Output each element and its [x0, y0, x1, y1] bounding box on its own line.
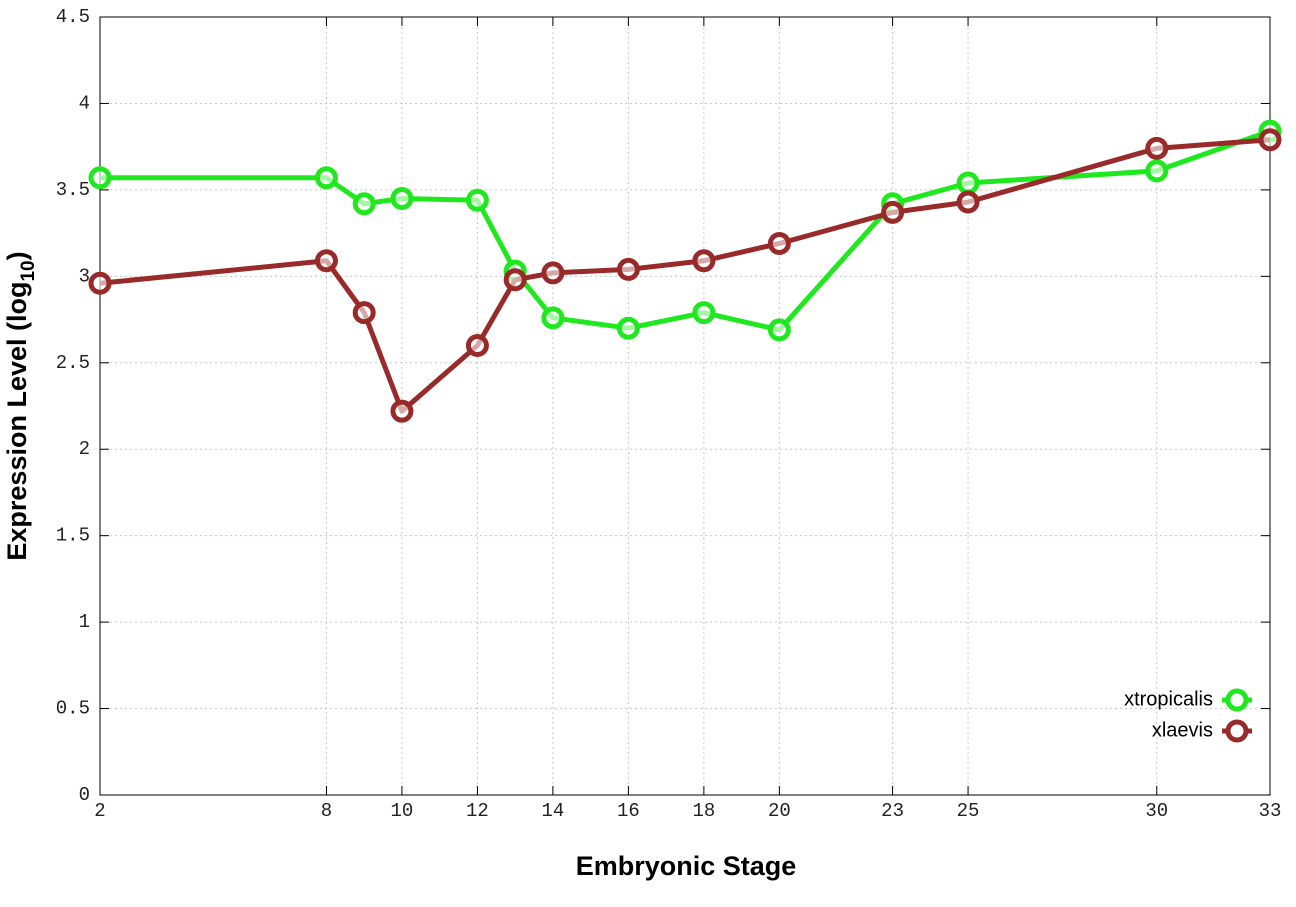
- legend-label: xlaevis: [1152, 719, 1213, 741]
- data-point: [541, 261, 565, 285]
- y-tick-label: 0: [79, 784, 90, 806]
- data-point: [352, 301, 376, 325]
- data-point: [1145, 136, 1169, 160]
- y-tick-label: 2: [79, 438, 90, 460]
- x-tick-label: 33: [1259, 800, 1282, 822]
- x-tick-label: 8: [321, 800, 332, 822]
- data-point: [541, 306, 565, 330]
- legend-label: xtropicalis: [1124, 688, 1213, 710]
- data-point: [314, 249, 338, 273]
- x-tick-label: 14: [541, 800, 564, 822]
- data-point: [692, 301, 716, 325]
- x-tick-label: 30: [1145, 800, 1168, 822]
- data-point: [616, 257, 640, 281]
- y-tick-label: 2.5: [56, 352, 90, 374]
- x-tick-label: 16: [617, 800, 640, 822]
- data-point: [616, 316, 640, 340]
- x-tick-label: 10: [391, 800, 414, 822]
- data-point: [88, 166, 112, 190]
- data-point: [314, 166, 338, 190]
- x-tick-label: 23: [881, 800, 904, 822]
- y-tick-label: 1: [79, 611, 90, 633]
- data-point: [956, 190, 980, 214]
- y-tick-label: 3.5: [56, 179, 90, 201]
- data-point: [352, 192, 376, 216]
- x-axis-label: Embryonic Stage: [576, 851, 797, 881]
- data-point: [88, 271, 112, 295]
- x-tick-label: 12: [466, 800, 489, 822]
- data-point: [767, 231, 791, 255]
- y-tick-label: 1.5: [56, 525, 90, 547]
- y-axis-label-subscript: 10: [18, 260, 39, 281]
- x-tick-label: 20: [768, 800, 791, 822]
- data-point: [390, 187, 414, 211]
- legend-marker: [1225, 688, 1249, 712]
- y-axis-label-close: ): [2, 251, 32, 260]
- x-tick-label: 2: [94, 800, 105, 822]
- y-tick-label: 0.5: [56, 698, 90, 720]
- y-axis-label-main: Expression Level (log: [2, 282, 32, 561]
- y-tick-label: 4.5: [56, 6, 90, 28]
- data-point: [1145, 159, 1169, 183]
- data-point: [465, 333, 489, 357]
- x-tick-label: 25: [957, 800, 980, 822]
- series-line: [99, 137, 1271, 414]
- legend-marker: [1225, 719, 1249, 743]
- data-point: [767, 318, 791, 342]
- y-tick-label: 3: [79, 265, 90, 287]
- series-line: [100, 128, 1271, 333]
- y-axis-label: Expression Level (log10): [2, 251, 39, 560]
- data-point: [503, 268, 527, 292]
- data-point: [881, 200, 905, 224]
- data-point: [1258, 128, 1282, 152]
- data-point: [956, 171, 980, 195]
- data-point: [390, 399, 414, 423]
- x-tick-label: 18: [692, 800, 715, 822]
- data-point: [465, 188, 489, 212]
- y-tick-label: 4: [79, 92, 90, 114]
- plot-frame: [99, 16, 1271, 796]
- data-point: [692, 249, 716, 273]
